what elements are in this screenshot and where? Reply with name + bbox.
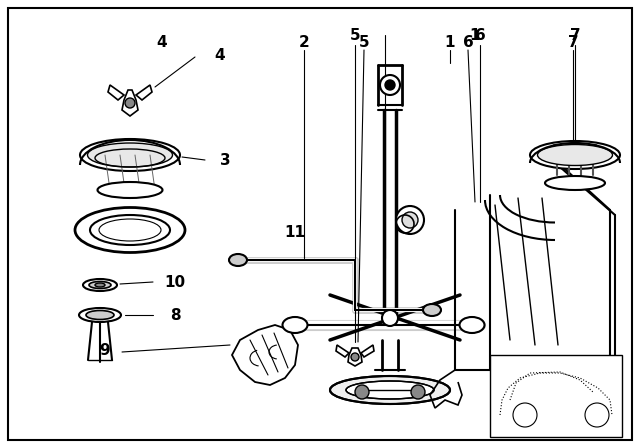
Text: 9: 9 [100,343,110,358]
Text: 7: 7 [568,34,579,49]
Ellipse shape [460,317,484,333]
Circle shape [411,385,425,399]
Ellipse shape [423,304,441,316]
Ellipse shape [282,317,307,333]
Ellipse shape [229,254,247,266]
Polygon shape [122,90,138,116]
Polygon shape [348,348,362,366]
Ellipse shape [86,310,114,319]
Ellipse shape [80,139,180,171]
Polygon shape [232,325,298,385]
Text: 6: 6 [475,27,485,43]
Text: 2: 2 [299,34,309,49]
Text: 6: 6 [463,34,474,49]
Text: 1: 1 [470,27,480,43]
Circle shape [396,206,424,234]
Ellipse shape [88,143,173,167]
Ellipse shape [97,182,163,198]
Ellipse shape [346,381,434,399]
Ellipse shape [330,376,450,404]
Ellipse shape [79,308,121,322]
Polygon shape [361,345,374,357]
Text: 7: 7 [570,27,580,43]
Text: 4: 4 [157,34,167,49]
Polygon shape [336,345,349,357]
Circle shape [385,80,395,90]
Circle shape [382,310,398,326]
Ellipse shape [538,145,612,165]
Text: 33062'81: 33062'81 [533,427,579,437]
Circle shape [402,212,418,228]
Text: 1: 1 [445,34,455,49]
Text: 5: 5 [358,34,369,49]
Text: 3: 3 [220,152,230,168]
Text: 11: 11 [285,224,305,240]
Ellipse shape [75,207,185,253]
Text: 10: 10 [164,275,186,289]
Ellipse shape [83,279,117,291]
Circle shape [351,353,359,361]
Circle shape [380,75,400,95]
Polygon shape [108,85,124,100]
Ellipse shape [89,281,111,289]
Ellipse shape [95,283,105,287]
Circle shape [355,385,369,399]
Text: 5: 5 [349,27,360,43]
Ellipse shape [545,176,605,190]
Text: 4: 4 [214,47,225,63]
Ellipse shape [530,141,620,169]
FancyBboxPatch shape [8,8,632,440]
Ellipse shape [90,215,170,245]
Text: 8: 8 [170,307,180,323]
FancyBboxPatch shape [490,355,622,437]
Circle shape [125,98,135,108]
Polygon shape [136,85,152,100]
